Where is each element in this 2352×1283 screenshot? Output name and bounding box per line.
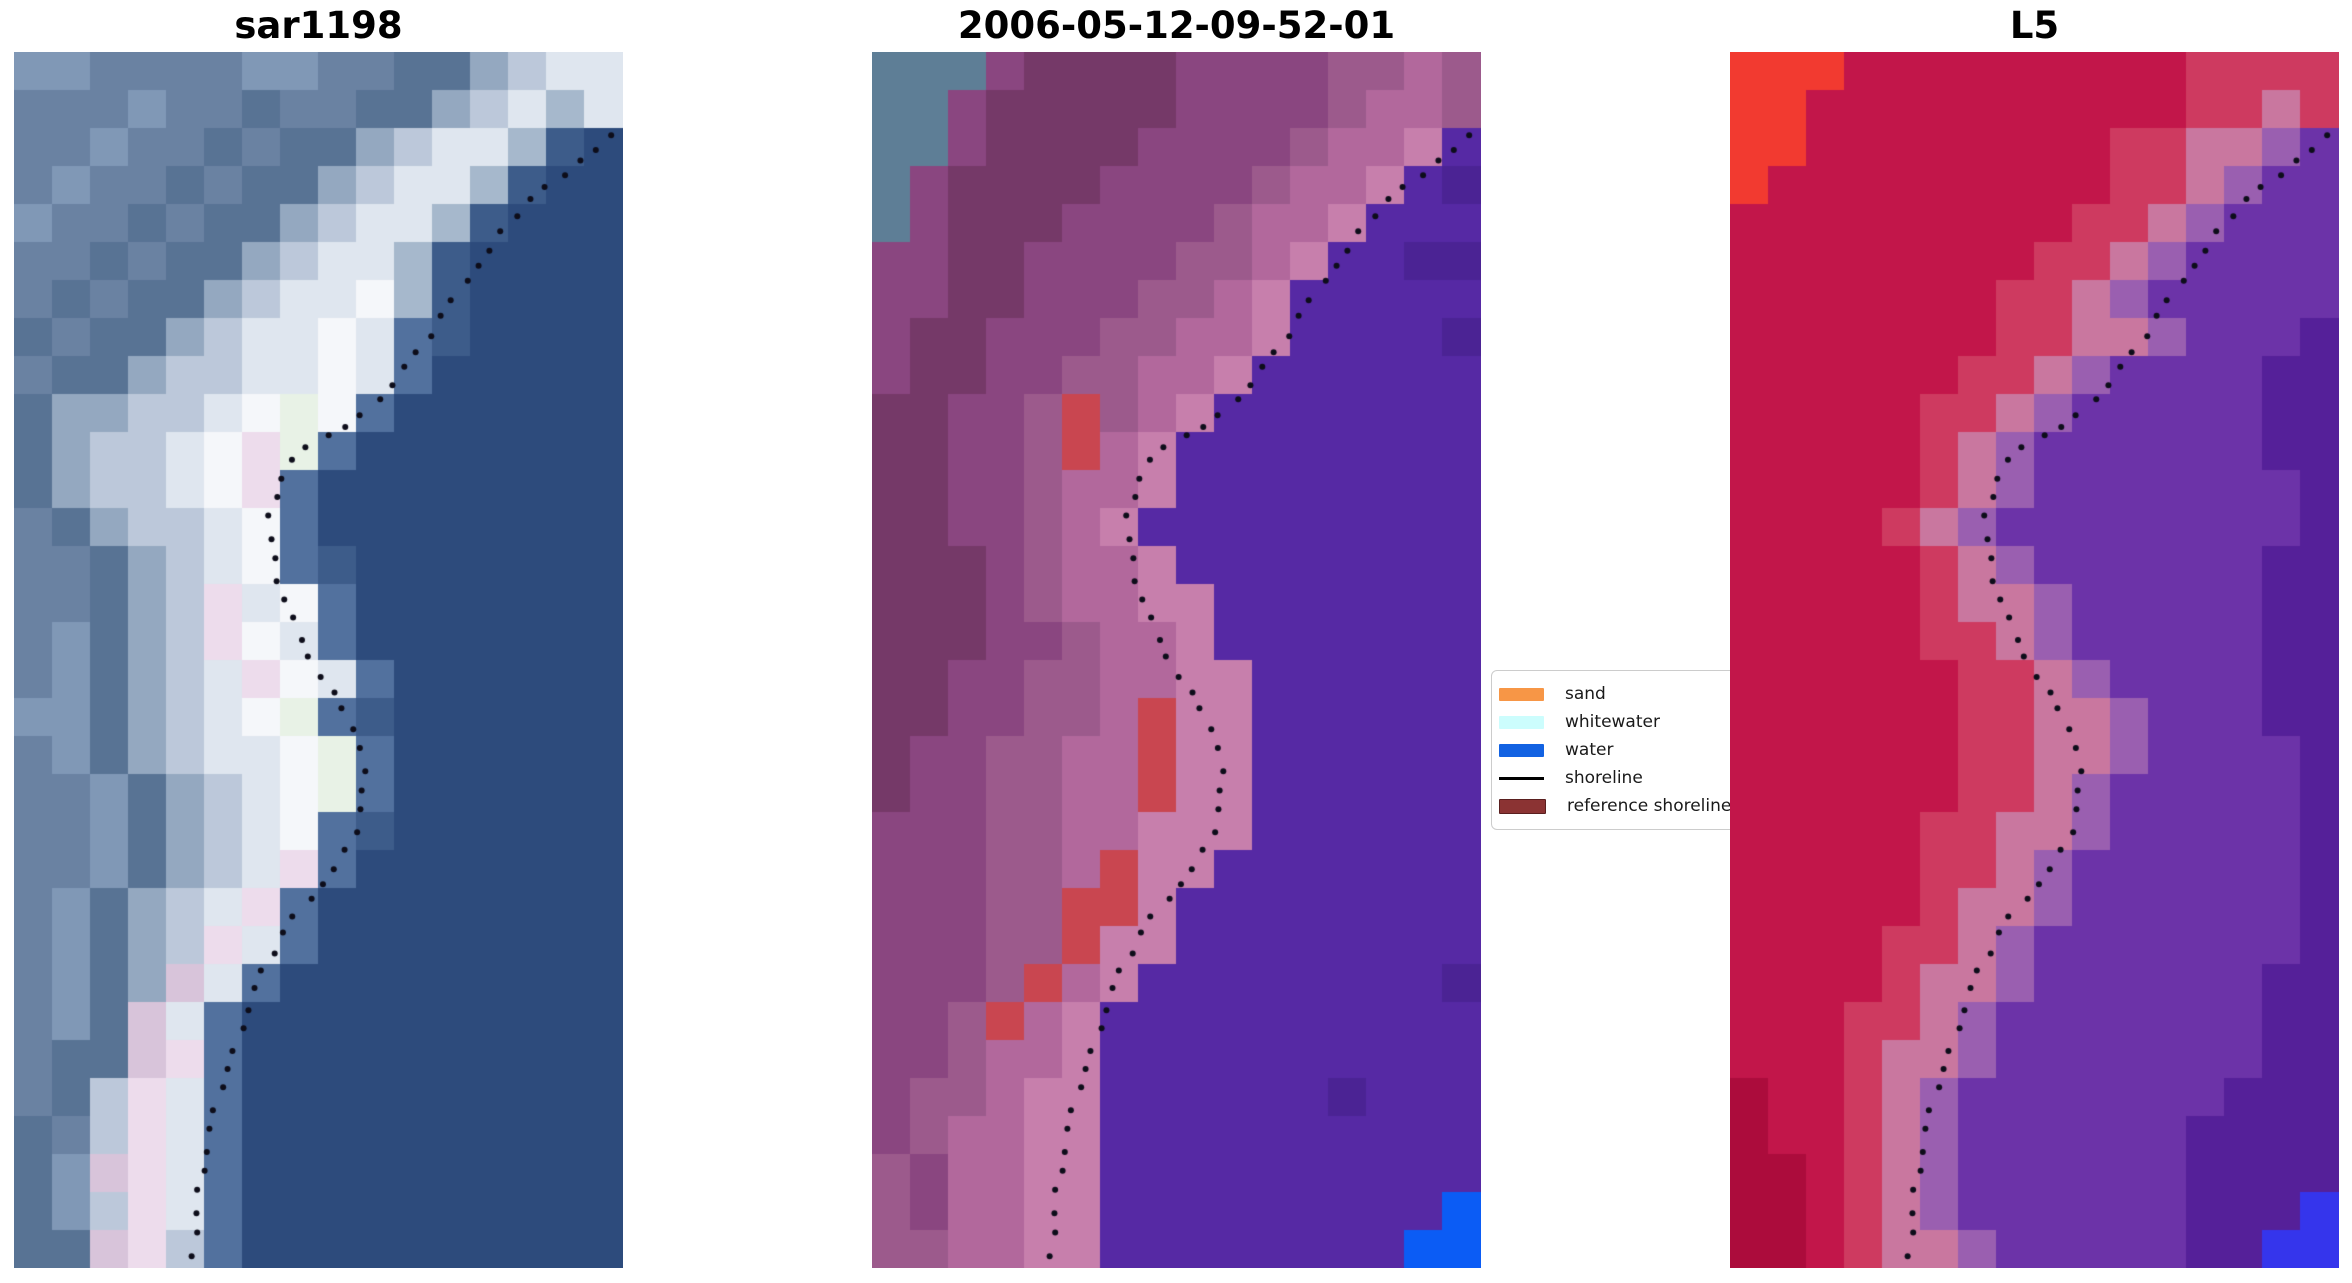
- legend-item-whitewater: whitewater: [1499, 708, 1746, 736]
- water-swatch-icon: [1499, 743, 1544, 757]
- legend-item-reference-shoreline: reference shoreline: [1499, 792, 1746, 820]
- panel-title-sar1198: sar1198: [234, 4, 403, 47]
- legend-item-shoreline: shoreline: [1499, 764, 1746, 792]
- legend-label: shoreline: [1565, 767, 1643, 788]
- shoreline-line-icon: [1499, 776, 1544, 780]
- sand-swatch-icon: [1499, 687, 1544, 701]
- legend-label: water: [1565, 739, 1614, 760]
- legend-item-sand: sand: [1499, 680, 1746, 708]
- reference-shoreline-swatch-icon: [1499, 798, 1546, 814]
- panel-title-date: 2006-05-12-09-52-01: [957, 4, 1396, 47]
- classified-image: [872, 52, 1481, 1268]
- panel-l5: [1730, 52, 2339, 1268]
- legend-label: whitewater: [1565, 711, 1660, 732]
- sar-image: [14, 52, 623, 1268]
- legend: sand whitewater water shoreline referenc…: [1491, 670, 1757, 830]
- legend-label: sand: [1565, 683, 1606, 704]
- legend-item-water: water: [1499, 736, 1746, 764]
- l5-image: [1730, 52, 2339, 1268]
- whitewater-swatch-icon: [1499, 715, 1544, 729]
- panel-sar1198: [14, 52, 623, 1268]
- panel-title-l5: L5: [2009, 4, 2060, 47]
- panel-classified: [872, 52, 1481, 1268]
- legend-label: reference shoreline: [1567, 795, 1732, 816]
